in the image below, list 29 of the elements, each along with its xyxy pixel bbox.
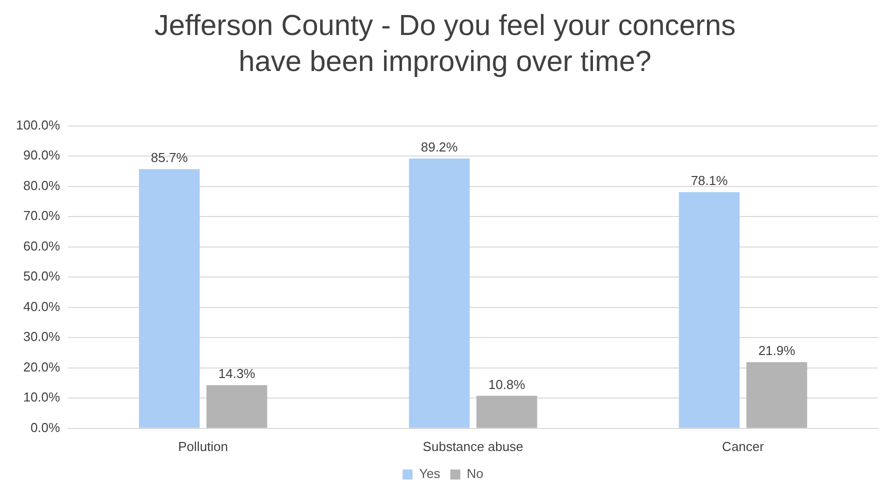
y-tick-label: 80.0% bbox=[23, 178, 61, 193]
chart-title: Jefferson County - Do you feel your concerns have been improving over time? bbox=[153, 9, 737, 80]
data-label: 85.7% bbox=[150, 150, 188, 166]
bar bbox=[206, 385, 268, 428]
legend-label: Yes bbox=[419, 466, 441, 482]
data-label: 21.9% bbox=[758, 343, 796, 358]
y-tick-label: 30.0% bbox=[23, 329, 61, 344]
bar bbox=[408, 158, 470, 428]
bar bbox=[678, 192, 740, 428]
bar bbox=[746, 362, 808, 428]
data-label: 10.8% bbox=[488, 376, 526, 392]
y-tick-label: 90.0% bbox=[23, 148, 61, 163]
bar bbox=[476, 396, 538, 428]
y-tick-label: 50.0% bbox=[23, 268, 61, 284]
y-tick-label: 60.0% bbox=[23, 238, 61, 254]
data-label: 89.2% bbox=[420, 140, 458, 155]
data-label: 14.3% bbox=[218, 366, 256, 382]
y-tick-label: 40.0% bbox=[23, 298, 61, 314]
data-label: 78.1% bbox=[690, 173, 728, 188]
legend-label: No bbox=[466, 466, 484, 482]
x-tick-label: Pollution bbox=[178, 438, 228, 454]
y-tick-label: 70.0% bbox=[23, 208, 61, 224]
bar bbox=[138, 169, 200, 428]
x-tick-label: Cancer bbox=[722, 438, 765, 454]
y-tick-label: 0.0% bbox=[30, 420, 61, 435]
y-tick-label: 10.0% bbox=[23, 390, 61, 405]
y-tick-label: 100.0% bbox=[16, 117, 61, 132]
y-tick-label: 20.0% bbox=[23, 359, 61, 374]
x-tick-label: Substance abuse bbox=[422, 438, 524, 454]
